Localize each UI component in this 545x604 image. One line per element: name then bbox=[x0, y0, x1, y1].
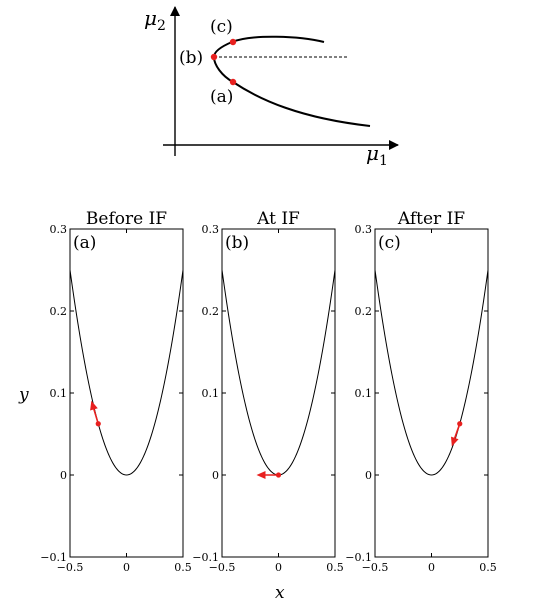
y-tick-label: 0 bbox=[60, 469, 67, 482]
point-b-label: (b) bbox=[179, 48, 203, 68]
state-marker bbox=[95, 421, 101, 427]
y-tick-label: −0.1 bbox=[192, 551, 219, 564]
point-b-marker bbox=[210, 53, 218, 61]
x-tick-label: 0.5 bbox=[479, 561, 497, 574]
panel-title: At IF bbox=[256, 209, 300, 229]
panel-tag: (a) bbox=[73, 233, 96, 253]
y-tick-label: 0 bbox=[212, 469, 219, 482]
plot-frame bbox=[374, 228, 489, 558]
y-axis-label: y bbox=[18, 385, 29, 405]
y-tick-label: 0.2 bbox=[50, 305, 68, 318]
x-tick-label: −0.5 bbox=[362, 561, 389, 574]
velocity-arrowhead bbox=[256, 471, 266, 479]
parabola-curve bbox=[374, 269, 489, 476]
parabola-curve bbox=[221, 269, 336, 476]
panel-at-if: 0.3 0.2 0.1 0 −0.1−0.5 0 0.5 At IF (b) bbox=[192, 209, 343, 574]
point-a-marker bbox=[229, 78, 237, 86]
panel-tag: (b) bbox=[225, 233, 249, 253]
y-tick-label: 0.3 bbox=[50, 223, 68, 236]
y-tick-label: 0.3 bbox=[202, 223, 220, 236]
panel-before-if: 0.3 0.2 0.1 0 −0.1−0.5 0 0.5 Before IF (a) bbox=[40, 209, 191, 574]
x-axis-label: x bbox=[275, 583, 285, 603]
y-tick-label: 0.1 bbox=[355, 387, 373, 400]
panel-title: After IF bbox=[397, 209, 465, 229]
y-tick-label: 0.1 bbox=[50, 387, 68, 400]
plot-frame bbox=[69, 228, 184, 558]
x-tick-label: 0.5 bbox=[174, 561, 192, 574]
point-c-label: (c) bbox=[210, 17, 233, 37]
x-tick-label: 0 bbox=[123, 561, 130, 574]
x-tick-label: 0 bbox=[275, 561, 282, 574]
point-c-marker bbox=[229, 38, 237, 46]
state-marker bbox=[457, 421, 463, 427]
panel-title: Before IF bbox=[86, 209, 167, 229]
x-tick-label: −0.5 bbox=[57, 561, 84, 574]
bifurcation-diagram: (c) (b) (a) μ2 μ1 bbox=[144, 6, 399, 169]
y-tick-label: 0.2 bbox=[355, 305, 373, 318]
state-marker bbox=[275, 472, 282, 478]
velocity-arrowhead bbox=[90, 400, 98, 411]
mu1-axis-label: μ1 bbox=[366, 141, 388, 169]
y-tick-label: 0.2 bbox=[202, 305, 220, 318]
parabola-curve bbox=[69, 269, 184, 476]
panel-tag: (c) bbox=[378, 233, 401, 253]
velocity-arrowhead bbox=[451, 436, 459, 447]
y-tick-label: 0.3 bbox=[355, 223, 373, 236]
y-tick-label: 0 bbox=[365, 469, 372, 482]
mu2-axis-label: μ2 bbox=[144, 6, 166, 34]
fold-curve bbox=[212, 35, 371, 127]
y-tick-label: 0.1 bbox=[202, 387, 220, 400]
x-tick-label: 0.5 bbox=[326, 561, 344, 574]
panel-after-if: 0.3 0.2 0.1 0 −0.1−0.5 0 0.5 After IF (c) bbox=[345, 209, 496, 574]
y-tick-label: −0.1 bbox=[40, 551, 67, 564]
y-tick-label: −0.1 bbox=[345, 551, 372, 564]
point-a-label: (a) bbox=[210, 87, 233, 107]
plot-frame bbox=[221, 228, 336, 558]
x-tick-label: −0.5 bbox=[209, 561, 236, 574]
x-tick-label: 0 bbox=[428, 561, 435, 574]
